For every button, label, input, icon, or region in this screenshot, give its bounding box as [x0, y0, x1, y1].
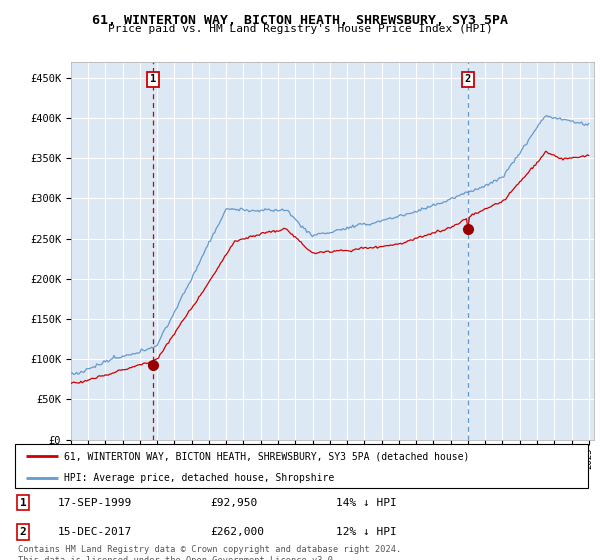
- Text: 61, WINTERTON WAY, BICTON HEATH, SHREWSBURY, SY3 5PA: 61, WINTERTON WAY, BICTON HEATH, SHREWSB…: [92, 14, 508, 27]
- Text: 15-DEC-2017: 15-DEC-2017: [58, 527, 132, 536]
- Text: £262,000: £262,000: [210, 527, 264, 536]
- Text: 1: 1: [20, 498, 26, 507]
- Text: 61, WINTERTON WAY, BICTON HEATH, SHREWSBURY, SY3 5PA (detached house): 61, WINTERTON WAY, BICTON HEATH, SHREWSB…: [64, 451, 469, 461]
- Text: 14% ↓ HPI: 14% ↓ HPI: [336, 498, 397, 507]
- FancyBboxPatch shape: [15, 444, 588, 488]
- Text: Price paid vs. HM Land Registry's House Price Index (HPI): Price paid vs. HM Land Registry's House …: [107, 24, 493, 34]
- Text: 12% ↓ HPI: 12% ↓ HPI: [336, 527, 397, 536]
- Text: 2: 2: [20, 527, 26, 536]
- Text: 1: 1: [149, 74, 156, 85]
- Text: 17-SEP-1999: 17-SEP-1999: [58, 498, 132, 507]
- Text: Contains HM Land Registry data © Crown copyright and database right 2024.
This d: Contains HM Land Registry data © Crown c…: [18, 545, 401, 560]
- Text: HPI: Average price, detached house, Shropshire: HPI: Average price, detached house, Shro…: [64, 473, 334, 483]
- Text: 2: 2: [465, 74, 471, 85]
- Text: £92,950: £92,950: [210, 498, 257, 507]
